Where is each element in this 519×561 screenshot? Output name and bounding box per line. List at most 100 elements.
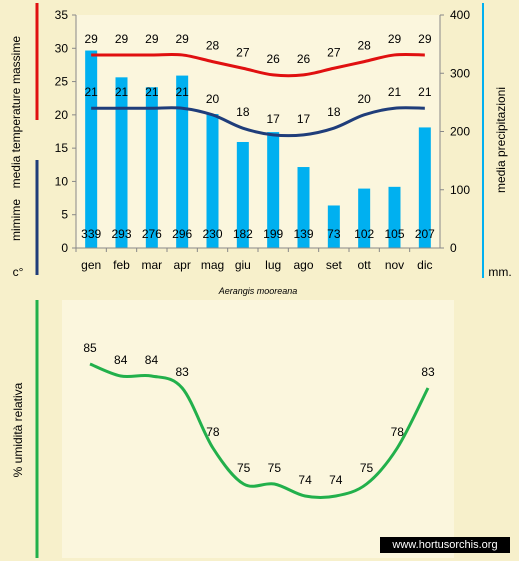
min-temperature-label: 17 [297,112,311,126]
precipitation-bar [145,87,158,248]
precipitation-value-label: 139 [293,227,313,241]
x-tick-label: dic [417,258,432,272]
precipitation-value-label: 339 [81,227,101,241]
precipitation-bar [206,114,219,249]
humidity-value-label: 75 [268,461,282,475]
watermark: www.hortusorchis.org [380,537,510,553]
precipitation-bar [176,75,189,248]
precipitation-value-label: 293 [111,227,131,241]
y-right-tick-label: 400 [450,8,470,22]
min-temperature-label: 21 [418,85,432,99]
precipitation-bar [236,141,249,248]
humidity-value-label: 74 [298,473,312,487]
y-left-tick-label: 20 [55,108,69,122]
humidity-value-label: 74 [329,473,343,487]
precipitation-bar [85,50,98,248]
precipitation-value-label: 199 [263,227,283,241]
y-left-tick-label: 15 [55,141,69,155]
min-temperature-label: 20 [357,92,371,106]
humidity-chart: 85 84 84 83 78 75 75 74 74 75 78 83 [83,341,435,499]
x-tick-label: lug [265,258,281,272]
x-tick-label: giu [235,258,251,272]
x-tick-label: ott [357,258,371,272]
y-left-tick-label: 5 [61,208,68,222]
precipitation-value-label: 105 [384,227,404,241]
min-temperature-line [91,106,425,138]
right-unit: mm. [488,265,511,279]
humidity-value-label: 84 [114,353,128,367]
humidity-value-label: 83 [176,365,190,379]
y-right-tick-label: 200 [450,125,470,139]
axes: 0 5 10 15 20 25 30 35 0 100 200 300 400 gen feb mar apr m… [55,8,471,272]
max-temperature-label: 29 [418,32,432,46]
max-temperature-line [91,52,425,78]
max-temperature-label: 29 [115,32,129,46]
min-temperature-label: 21 [115,85,129,99]
humidity-value-label: 75 [360,461,374,475]
y-left-tick-label: 35 [55,8,69,22]
min-temperature-label: 20 [206,92,220,106]
y-left-tick-label: 10 [55,174,69,188]
min-temperature-label: 18 [327,105,341,119]
min-temperature-label: 21 [145,85,159,99]
x-tick-label: mag [201,258,224,272]
precipitation-bar [418,127,431,248]
max-temperature-label: 29 [388,32,402,46]
humidity-axis-label: % umidità relativa [11,382,25,477]
temperature-lines [91,52,425,138]
x-tick-label: feb [113,258,130,272]
x-tick-label: apr [173,258,190,272]
max-temperature-label: 28 [206,39,220,53]
precipitation-bar [327,205,340,248]
y-left-tick-label: 25 [55,75,69,89]
humidity-value-label: 84 [145,353,159,367]
precipitation-value-label: 276 [142,227,162,241]
right-axis-label: media precipitazioni [494,87,508,193]
humidity-line [89,362,430,499]
min-temperature-label: 17 [266,112,280,126]
caption: Aerangis mooreana [218,286,298,296]
left-label-top: massime [9,36,23,84]
x-tick-label: mar [141,258,162,272]
precipitation-bar [297,167,310,248]
max-temperature-label: 29 [145,32,159,46]
max-temperature-label: 26 [266,52,280,66]
max-temperature-label: 26 [297,52,311,66]
precipitation-value-label: 182 [233,227,253,241]
x-tick-label: gen [81,258,101,272]
max-temperature-label: 28 [357,39,371,53]
humidity-value-label: 78 [391,425,405,439]
min-temperature-label: 18 [236,105,250,119]
humidity-value-label: 85 [83,341,97,355]
left-unit: c° [13,265,24,279]
y-right-tick-label: 300 [450,66,470,80]
precipitation-value-label: 102 [354,227,374,241]
humidity-value-label: 78 [206,425,220,439]
data-labels: 339 293 276 296 230 182 199 139 73 102 105 207 29 29 2… [81,32,435,241]
min-temperature-label: 21 [175,85,189,99]
max-temperature-label: 29 [84,32,98,46]
y-right-tick-label: 100 [450,183,470,197]
precipitation-value-label: 230 [202,227,222,241]
y-left-tick-label: 0 [61,241,68,255]
max-temperature-label: 29 [175,32,189,46]
min-temperature-label: 21 [388,85,402,99]
precipitation-value-label: 207 [415,227,435,241]
precipitation-value-label: 73 [327,227,341,241]
x-tick-label: ago [293,258,313,272]
bottom-plot-area [62,300,454,558]
left-label-bottom: mimime [9,199,23,241]
max-temperature-label: 27 [236,45,250,59]
min-temperature-label: 21 [84,85,98,99]
precipitation-bars [85,50,431,249]
x-tick-label: set [326,258,343,272]
y-right-tick-label: 0 [450,241,457,255]
precipitation-bar [388,186,401,248]
x-tick-label: nov [385,258,404,272]
precipitation-bar [115,77,128,248]
precipitation-bar [358,188,371,248]
precipitation-value-label: 296 [172,227,192,241]
precipitation-bar [267,132,280,248]
max-temperature-label: 27 [327,45,341,59]
